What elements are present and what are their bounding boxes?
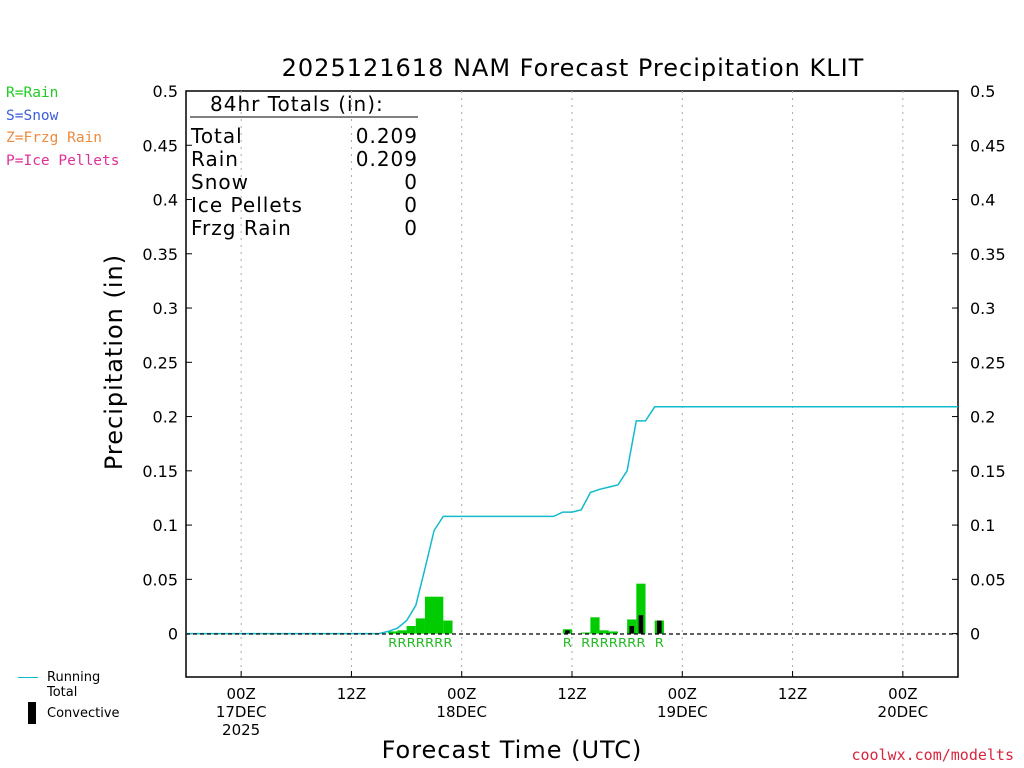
x-axis-label: Forecast Time (UTC)	[382, 736, 643, 764]
totals-row-label: Frzg Rain	[191, 216, 292, 240]
running-total-legend-label: Running Total	[47, 670, 101, 700]
totals-row-value: 0.209	[356, 124, 418, 148]
convective-legend-label: Convective	[47, 706, 120, 721]
totals-row-value: 0.209	[356, 147, 418, 171]
y-tick-label-left: 0.15	[142, 462, 178, 481]
rain-bar	[443, 620, 453, 634]
totals-row-value: 0	[404, 170, 418, 194]
y-tick-label-right: 0	[970, 625, 980, 644]
rain-bar	[415, 618, 425, 634]
ptype-labels: RRRRRRR R RRRRRRR R	[388, 636, 664, 650]
y-tick-label-left: 0.35	[142, 245, 178, 264]
x-tick-label: 00Z	[888, 685, 917, 703]
legend-freezing-rain: Z=Frzg Rain	[6, 130, 103, 146]
ptype-label: RRRRRRR	[388, 636, 452, 650]
x-tick-label: 00Z	[668, 685, 697, 703]
chart-title: 2025121618 NAM Forecast Precipitation KL…	[282, 54, 865, 82]
source-credit: coolwx.com/modelts	[851, 746, 1014, 764]
rain-bar	[608, 631, 618, 634]
y-axes: 0 00.05 0.050.1 0.10.15 0.150.2 0.20.25 0.250.…	[142, 82, 1005, 644]
totals-header: 84hr Totals (in):	[210, 92, 384, 116]
ptype-label: RRRRRRR	[581, 636, 645, 650]
totals-row-label: Snow	[191, 170, 249, 194]
y-axis-label: Precipitation (in)	[100, 254, 128, 470]
y-tick-label-right: 0.2	[970, 408, 995, 427]
convective-bar	[657, 620, 662, 634]
totals-row-value: 0	[404, 216, 418, 240]
bar-layer	[388, 583, 664, 634]
y-tick-label-right: 0.45	[970, 136, 1006, 155]
y-tick-label-left: 0.2	[153, 408, 178, 427]
x-tick-label: 00Z	[447, 685, 476, 703]
legend-rain: R=Rain	[6, 85, 59, 101]
totals-row-label: Rain	[191, 147, 239, 171]
ptype-label: R	[655, 636, 664, 650]
x-tick-label: 12Z	[557, 685, 586, 703]
legend-ice-pellets: P=Ice Pellets	[6, 152, 120, 169]
rain-bar	[397, 630, 407, 634]
y-tick-label-right: 0.3	[970, 299, 995, 318]
convective-bar	[629, 625, 635, 634]
rain-bar	[590, 617, 600, 634]
totals-row-label: Total	[190, 124, 243, 148]
y-tick-label-right: 0.1	[970, 516, 995, 535]
x-tick-label: 20DEC	[878, 703, 929, 721]
running-total-line	[186, 406, 958, 635]
rain-bar	[581, 632, 591, 634]
grid-lines	[240, 91, 904, 677]
y-tick-label-left: 0.4	[153, 191, 178, 210]
x-tick-label: 12Z	[778, 685, 807, 703]
y-tick-label-left: 0.1	[153, 516, 178, 535]
legend-snow: S=Snow	[6, 107, 59, 124]
y-tick-label-right: 0.15	[970, 462, 1006, 481]
y-tick-label-left: 0	[168, 625, 178, 644]
convective-bar	[565, 630, 570, 634]
convective-swatch	[28, 702, 36, 724]
y-tick-label-left: 0.5	[153, 82, 178, 101]
rain-bar	[636, 583, 646, 634]
y-tick-label-left: 0.05	[142, 570, 178, 589]
y-tick-label-right: 0.35	[970, 245, 1006, 264]
rain-bar	[599, 630, 609, 634]
y-tick-label-right: 0.4	[970, 191, 995, 210]
y-tick-label-left: 0.25	[142, 353, 178, 372]
convective-bar	[638, 615, 644, 634]
y-tick-label-left: 0.3	[153, 299, 178, 318]
rain-bar	[406, 625, 416, 634]
x-tick-label: 18DEC	[436, 703, 487, 721]
y-tick-label-left: 0.45	[142, 136, 178, 155]
y-tick-label-right: 0.25	[970, 353, 1006, 372]
x-tick-label: 19DEC	[657, 703, 708, 721]
line-layer	[186, 406, 958, 635]
running-total-swatch	[18, 677, 38, 678]
ptype-legend: R=Rain S=Snow Z=Frzg Rain P=Ice Pellets	[6, 82, 120, 172]
totals-box: 84hr Totals (in): Total 0.209 Rain 0.209 Snow…	[190, 92, 418, 240]
rain-bar	[388, 631, 398, 634]
y-tick-label-right: 0.05	[970, 570, 1006, 589]
totals-row-label: Ice Pellets	[191, 193, 303, 217]
rain-bar	[424, 596, 444, 634]
totals-row-value: 0	[404, 193, 418, 217]
x-tick-label: 00Z	[226, 685, 255, 703]
x-tick-label: 2025	[222, 721, 260, 739]
y-tick-label-right: 0.5	[970, 82, 995, 101]
x-tick-label: 12Z	[337, 685, 366, 703]
ptype-label: R	[563, 636, 572, 650]
x-tick-label: 17DEC	[216, 703, 267, 721]
